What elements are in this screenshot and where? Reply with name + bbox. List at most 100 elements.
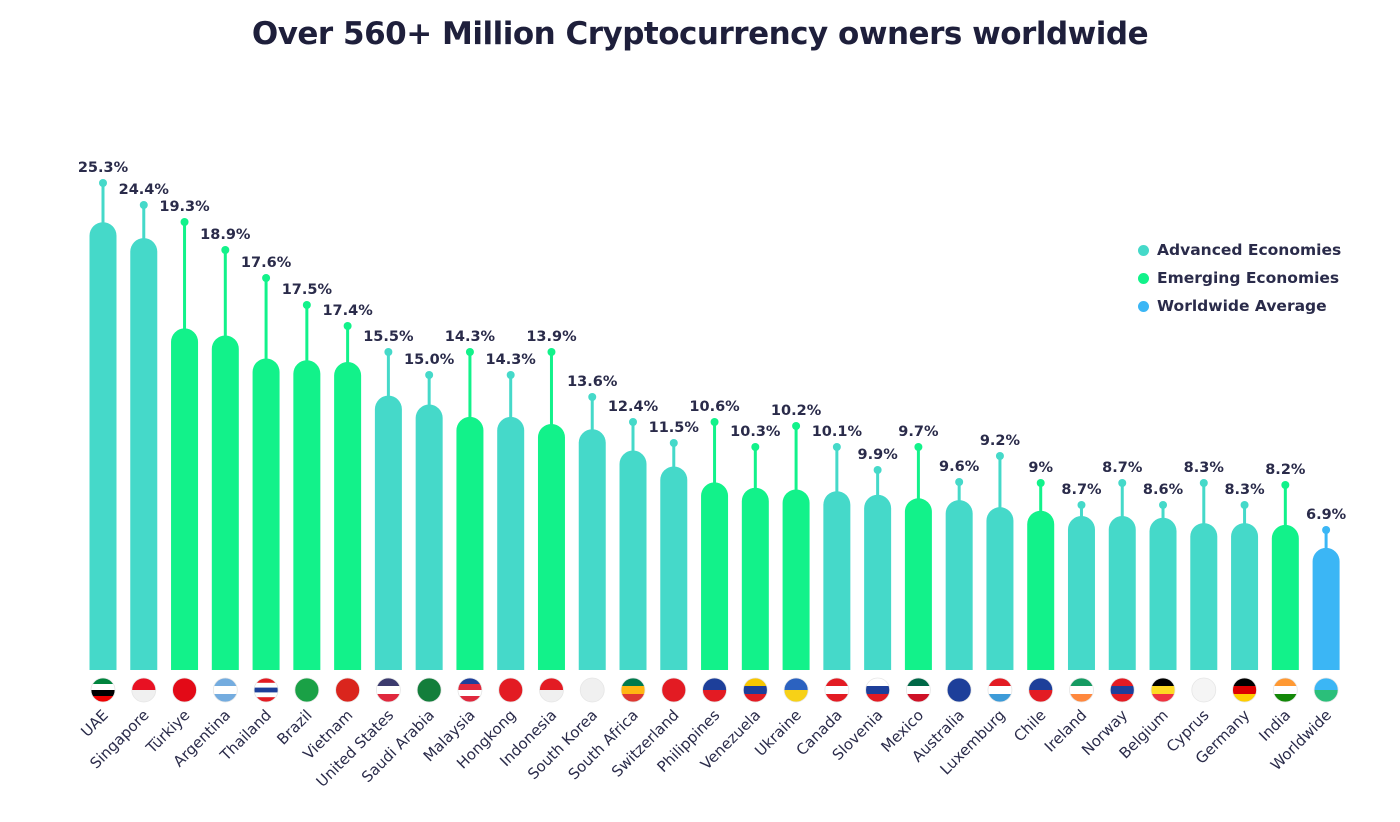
flag-icon [865, 678, 890, 687]
flag-icon [1314, 678, 1339, 691]
flag-icon [743, 694, 768, 702]
flag-icon [1232, 678, 1257, 687]
flag-icon [376, 678, 401, 687]
flag-icon [906, 686, 931, 695]
flag-icon [1191, 678, 1216, 691]
flag-icon [621, 694, 646, 702]
flag-icon-border [457, 677, 483, 703]
bar-stem-dot [629, 418, 638, 426]
flag-icon [498, 678, 523, 691]
flag-icon [661, 690, 686, 702]
data-label: 19.3% [159, 199, 210, 215]
flag-icon-border [620, 677, 646, 703]
flag-icon [1191, 690, 1216, 702]
flag-icon [539, 678, 564, 691]
data-label: 9.2% [980, 433, 1021, 449]
bar-canada [823, 491, 851, 670]
data-label: 9.6% [939, 459, 980, 475]
flag-icon [417, 690, 442, 702]
flag-icon [1273, 686, 1298, 695]
flag-icon-border [253, 677, 279, 703]
bar-south-korea [578, 429, 606, 670]
flag-icon-border [498, 677, 524, 703]
bar-indonesia [537, 423, 565, 670]
bar-saudi-arabia [415, 404, 443, 670]
data-label: 10.6% [689, 399, 740, 415]
flag-icon [294, 690, 319, 702]
data-label: 8.7% [1102, 460, 1143, 476]
bar-slovenia [864, 494, 892, 670]
bar-malaysia [456, 416, 484, 670]
flag-icon [1069, 678, 1094, 687]
bar-stem-dot [425, 371, 434, 379]
flag-icon [1069, 694, 1094, 702]
bar-brazil [293, 360, 321, 670]
data-label: 14.3% [445, 329, 496, 345]
bar-stem-dot [506, 371, 515, 379]
bar-stem-dot [873, 466, 882, 474]
flag-icon [743, 686, 768, 695]
bar-hongkong [497, 416, 525, 670]
flag-icon-border [416, 677, 442, 703]
flag-icon [1151, 678, 1176, 687]
flag-icon [172, 678, 197, 691]
bar-norway [1108, 516, 1136, 670]
flag-icon-border [131, 677, 157, 703]
flag-icon [254, 697, 279, 702]
bar-stem-dot [99, 179, 107, 187]
bar-germany [1231, 523, 1259, 670]
bar-stem-dot [221, 246, 230, 254]
bar-ukraine [782, 489, 810, 670]
flag-icon [335, 678, 360, 691]
flag-icon [621, 678, 646, 687]
flag-icon [784, 690, 809, 702]
bar-stem-dot [262, 274, 271, 282]
bar-stem-dot [669, 439, 678, 447]
flag-icon-border [946, 677, 972, 703]
flag-icon [1110, 694, 1135, 702]
flag-icon [1151, 694, 1176, 702]
flag-icon [172, 690, 197, 702]
flag-icon [580, 690, 605, 702]
data-label: 15.0% [404, 352, 455, 368]
flag-icon [987, 686, 1012, 695]
bar-australia [945, 500, 973, 670]
flag-icon [131, 690, 156, 702]
legend-label: Advanced Economies [1157, 241, 1342, 259]
flag-icon [91, 684, 115, 691]
bar-stem-dot [343, 322, 352, 330]
flag-icon [1069, 686, 1094, 695]
data-label: 10.2% [771, 403, 822, 419]
bar-switzerland [660, 466, 688, 670]
bar-ireland [1067, 516, 1095, 670]
flag-icon [824, 678, 849, 687]
flag-icon [702, 690, 727, 702]
bar-cyprus [1190, 523, 1218, 670]
flag-icon [947, 678, 972, 691]
flag-icon-border [906, 677, 931, 703]
bar-stem-dot [302, 301, 311, 309]
flag-icon-border [783, 677, 809, 703]
flag-icon-border [865, 677, 891, 703]
bar-uae [89, 222, 117, 670]
data-label: 12.4% [608, 399, 659, 415]
flag-icon-border [294, 677, 320, 703]
bar-united-states [374, 395, 402, 670]
bar-stem-dot [1199, 479, 1208, 487]
flag-icon [417, 678, 442, 691]
flag-icon-border [702, 677, 727, 703]
bar-argentina [211, 335, 239, 670]
flag-icon [661, 678, 686, 691]
bar-india [1271, 524, 1299, 670]
flag-icon [254, 687, 279, 693]
flag-icon-border [1313, 677, 1339, 703]
bar-stem-dot [710, 418, 719, 426]
bar-singapore [130, 238, 158, 670]
legend-label: Emerging Economies [1157, 269, 1340, 287]
flag-icon [621, 686, 646, 695]
data-label: 24.4% [119, 182, 170, 198]
flag-icon-border [1109, 677, 1135, 703]
data-label: 8.3% [1224, 482, 1265, 498]
data-label: 17.4% [322, 303, 373, 319]
